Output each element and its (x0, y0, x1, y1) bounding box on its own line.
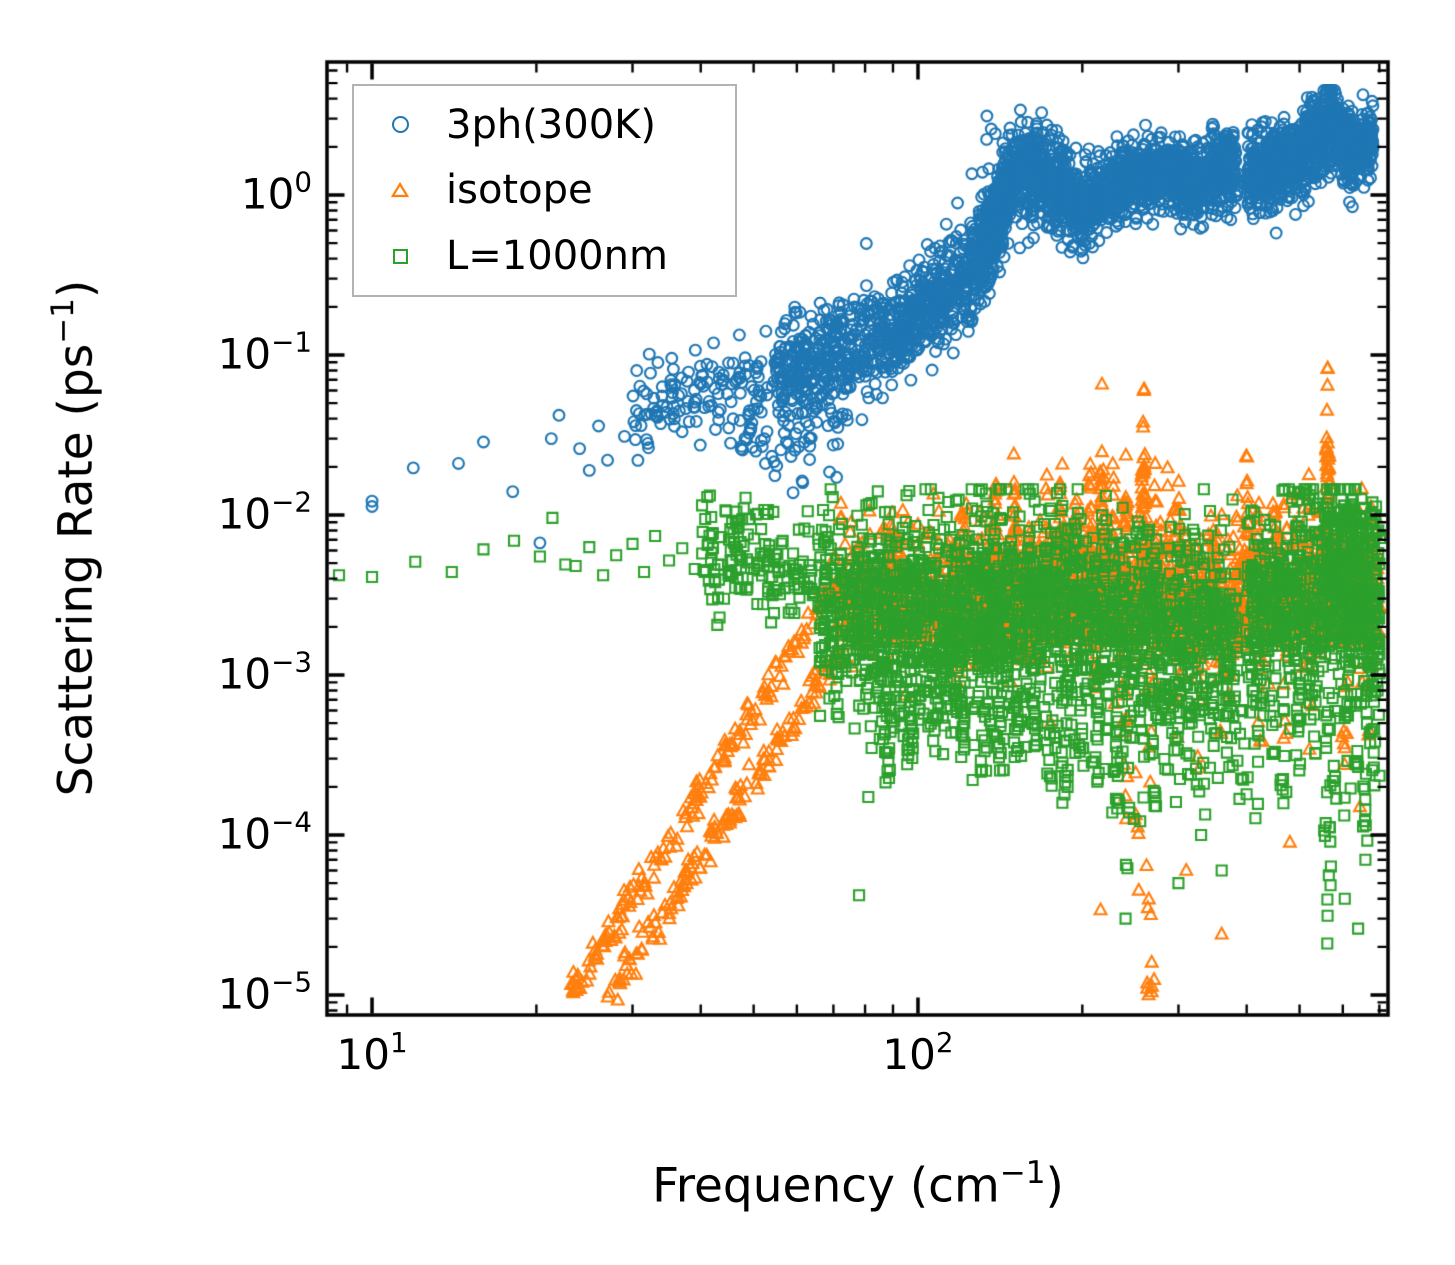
y-tick-label-1e-5: 10−5 (217, 965, 312, 1019)
legend-label-isotope: isotope (446, 167, 593, 214)
legend-item-isotope: isotope (354, 158, 735, 222)
legend-label-L1000nm: L=1000nm (446, 233, 668, 280)
triangle-marker-icon (354, 182, 446, 198)
y-tick-label-1e-3: 10−3 (217, 645, 312, 699)
legend-item-L1000nm: L=1000nm (354, 224, 735, 288)
y-tick-label-1e-4: 10−4 (217, 805, 312, 859)
square-marker-icon (354, 248, 446, 264)
y-tick-label-1e-1: 10−1 (217, 325, 312, 379)
legend-item-3ph: 3ph(300K) (354, 93, 735, 157)
y-tick-label-1e-2: 10−2 (217, 485, 312, 539)
x-axis-label: Frequency (cm−1) (652, 1155, 1064, 1214)
circle-marker-icon (354, 116, 446, 134)
x-tick-label-1e2: 102 (882, 1026, 954, 1079)
x-tick-label-1e1: 101 (336, 1026, 408, 1079)
y-axis-label: Scattering Rate (ps−1) (45, 279, 104, 797)
y-tick-label-1e0: 100 (240, 165, 312, 219)
legend-label-3ph: 3ph(300K) (446, 101, 656, 148)
legend: 3ph(300K) isotope L=1000nm (352, 84, 737, 297)
